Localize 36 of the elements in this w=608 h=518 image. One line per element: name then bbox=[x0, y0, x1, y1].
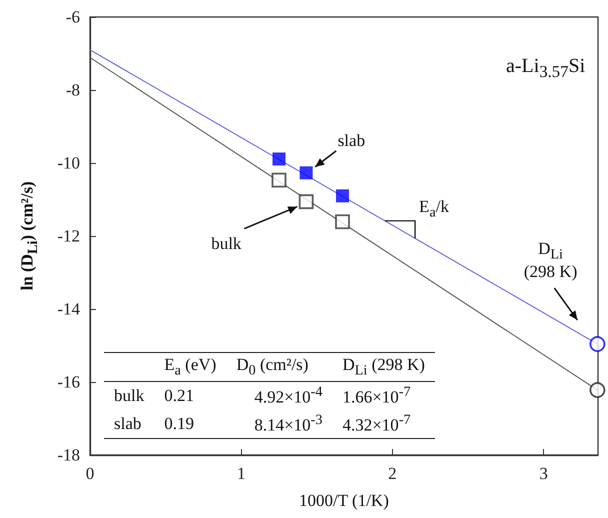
y-tick-label: -6 bbox=[66, 8, 80, 26]
y-tick-label: -16 bbox=[57, 372, 80, 392]
annotation: E$_{a}$ (eV) bbox=[163, 354, 218, 380]
annotation: D$_{0}$ (cm²/s) bbox=[235, 354, 310, 380]
x-tick-label: 3 bbox=[539, 464, 548, 483]
y-tick-label: -10 bbox=[57, 154, 80, 172]
annotation: bulk bbox=[113, 385, 146, 408]
point bbox=[335, 214, 350, 230]
x-tick-label: 2 bbox=[388, 464, 397, 483]
annotation: 1.66×10$^{-7}$ bbox=[341, 383, 412, 410]
annotation: 0.19 bbox=[163, 412, 195, 435]
x-axis-title: 1000/T (1/K) bbox=[299, 491, 389, 511]
x-tick-label: 0 bbox=[86, 464, 94, 483]
point bbox=[298, 194, 314, 210]
annotation: slab bbox=[113, 412, 142, 435]
point bbox=[272, 172, 286, 188]
annotation: E$_{a}$/k bbox=[419, 196, 449, 220]
y-tick-label: -14 bbox=[57, 300, 80, 318]
annotation: 4.92×10$^{-4}$ bbox=[253, 383, 324, 410]
point bbox=[300, 166, 313, 180]
annotation: D$_{Li}$ (298 K) bbox=[341, 354, 426, 380]
y-tick-label: -8 bbox=[66, 80, 80, 100]
y-tick-label: -12 bbox=[57, 226, 80, 246]
text: bulk bbox=[211, 234, 242, 254]
y-tick-label: -18 bbox=[57, 446, 80, 464]
annotation: 8.14×10$^{-3}$ bbox=[253, 411, 324, 437]
point bbox=[336, 189, 349, 202]
annotation: D$_{Li}$ (298 K) bbox=[524, 238, 578, 282]
point bbox=[272, 152, 286, 166]
point bbox=[590, 336, 606, 352]
x-tick-label: 1 bbox=[236, 464, 246, 483]
point bbox=[590, 382, 606, 398]
text: a-Li$_{3.57}$Si bbox=[506, 55, 586, 82]
series-label: slab bbox=[338, 130, 366, 150]
annotation: 4.32×10$^{-7}$ bbox=[341, 411, 412, 437]
annotation: 0.21 bbox=[163, 385, 195, 408]
